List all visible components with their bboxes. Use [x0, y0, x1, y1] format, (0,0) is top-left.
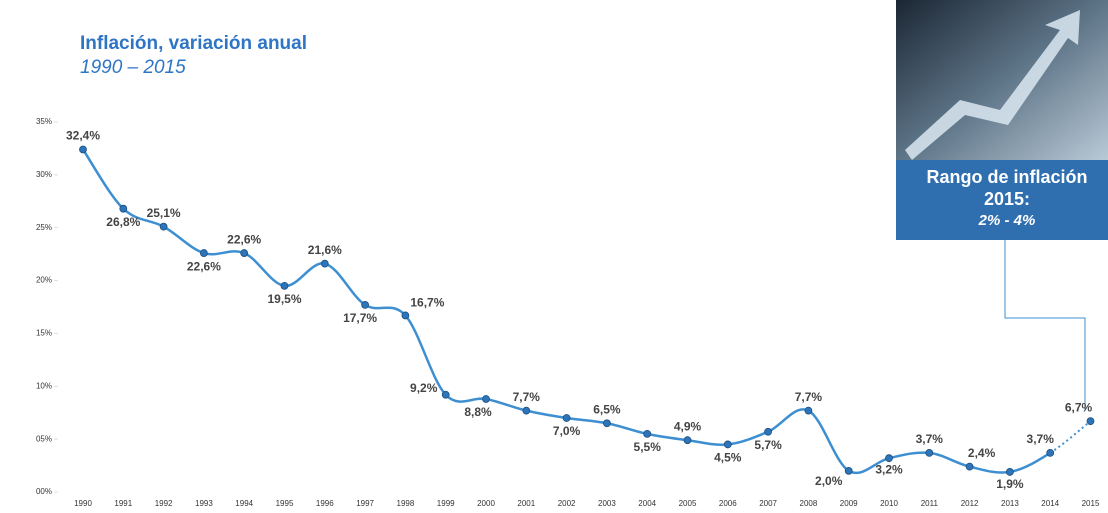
- value-label: 25,1%: [147, 206, 181, 220]
- x-tick-label: 2002: [558, 499, 576, 508]
- y-tick-label: 30%: [36, 170, 52, 179]
- value-label: 7,7%: [513, 390, 541, 404]
- value-label: 16,7%: [410, 296, 444, 310]
- value-label: 22,6%: [227, 232, 261, 246]
- value-label: 2,0%: [815, 474, 843, 488]
- value-label: 3,7%: [916, 432, 944, 446]
- x-tick-label: 2006: [719, 499, 737, 508]
- value-label: 6,5%: [593, 402, 621, 416]
- x-tick-label: 1990: [74, 499, 92, 508]
- point: [1006, 468, 1014, 476]
- point: [159, 222, 168, 231]
- point: [885, 454, 893, 463]
- x-tick-label: 2003: [598, 499, 616, 508]
- value-label: 2,4%: [968, 446, 996, 460]
- value-label: 6,7%: [1065, 400, 1093, 414]
- x-tick-label: 1997: [356, 499, 374, 508]
- x-tick-label: 2009: [840, 499, 858, 508]
- x-tick-label: 1991: [114, 499, 132, 508]
- point: [401, 311, 410, 320]
- y-tick-label: 35%: [36, 117, 52, 126]
- point: [280, 281, 289, 290]
- point: [844, 466, 853, 475]
- y-tick-label: 00%: [36, 487, 52, 496]
- value-label: 3,7%: [1027, 432, 1055, 446]
- point: [603, 419, 611, 428]
- arrow-icon: [905, 10, 1080, 160]
- point: [522, 406, 531, 415]
- x-tick-label: 2007: [759, 499, 777, 508]
- x-tick-label: 2008: [800, 499, 818, 508]
- x-tick-label: 1994: [235, 499, 253, 508]
- x-tick-label: 2013: [1001, 499, 1019, 508]
- x-tick-label: 2014: [1041, 499, 1059, 508]
- point: [1086, 417, 1095, 426]
- value-label: 4,9%: [674, 419, 702, 433]
- x-tick-label: 1996: [316, 499, 334, 508]
- point: [119, 204, 128, 213]
- x-tick-label: 1995: [276, 499, 294, 508]
- point: [361, 300, 370, 309]
- value-label: 21,6%: [308, 243, 342, 257]
- callout-box: [896, 160, 1108, 240]
- point: [723, 440, 732, 449]
- x-tick-label: 2012: [961, 499, 979, 508]
- x-tick-label: 2000: [477, 499, 495, 508]
- callout-label: Rango de inflación 2015: 2% - 4%: [896, 160, 1108, 232]
- y-tick-label: 20%: [36, 276, 52, 285]
- x-tick-label: 1998: [397, 499, 415, 508]
- y-tick-label: 25%: [36, 223, 52, 232]
- callout-text: Rango de inflación 2015: 2% - 4%: [896, 160, 1108, 232]
- point: [643, 429, 652, 438]
- x-tick-label: 2011: [921, 499, 939, 508]
- value-label: 5,5%: [634, 440, 662, 454]
- value-label: 19,5%: [267, 292, 301, 306]
- point: [683, 436, 692, 445]
- point: [79, 145, 87, 154]
- x-tick-label: 1992: [155, 499, 173, 508]
- y-tick-label: 15%: [36, 329, 52, 338]
- point: [764, 427, 772, 436]
- x-tick-label: 2005: [679, 499, 697, 508]
- point: [482, 395, 490, 403]
- x-tick-label: 1993: [195, 499, 213, 508]
- chart-title: Inflación, variación anual: [80, 33, 307, 54]
- value-label: 32,4%: [66, 129, 100, 143]
- point: [804, 406, 813, 415]
- point: [965, 462, 974, 471]
- x-tick-label: 2010: [880, 499, 898, 508]
- x-tick-label: 2001: [517, 499, 535, 508]
- value-label: 26,8%: [106, 215, 140, 229]
- line-dotted: [1049, 420, 1092, 454]
- x-tick-label: 2015: [1082, 499, 1100, 508]
- point: [1046, 448, 1055, 457]
- callout-title: Rango de inflación 2015:: [926, 167, 1088, 209]
- y-tick-label: 10%: [36, 381, 52, 390]
- callout: Rango de inflación 2015: 2% - 4%: [896, 0, 1108, 410]
- point: [240, 249, 249, 257]
- callout-connector: [1004, 240, 1086, 410]
- value-label: 7,7%: [795, 390, 823, 404]
- value-label: 17,7%: [343, 311, 377, 325]
- point: [925, 448, 934, 457]
- callout-range: 2% - 4%: [978, 212, 1036, 229]
- value-label: 22,6%: [187, 259, 221, 273]
- chart-subtitle: 1990 – 2015: [80, 57, 186, 78]
- value-label: 7,0%: [553, 424, 581, 438]
- x-tick-label: 2004: [638, 499, 656, 508]
- value-label: 4,5%: [714, 451, 742, 465]
- point: [320, 259, 329, 268]
- value-label: 1,9%: [996, 477, 1024, 491]
- x-tick-label: 1999: [437, 499, 455, 508]
- value-label: 3,2%: [875, 462, 903, 476]
- point: [562, 414, 571, 422]
- value-label: 9,2%: [410, 381, 438, 395]
- point: [441, 390, 450, 399]
- value-label: 8,8%: [464, 405, 492, 419]
- y-tick-label: 05%: [36, 434, 52, 443]
- value-label: 5,7%: [754, 438, 782, 452]
- point: [199, 249, 208, 257]
